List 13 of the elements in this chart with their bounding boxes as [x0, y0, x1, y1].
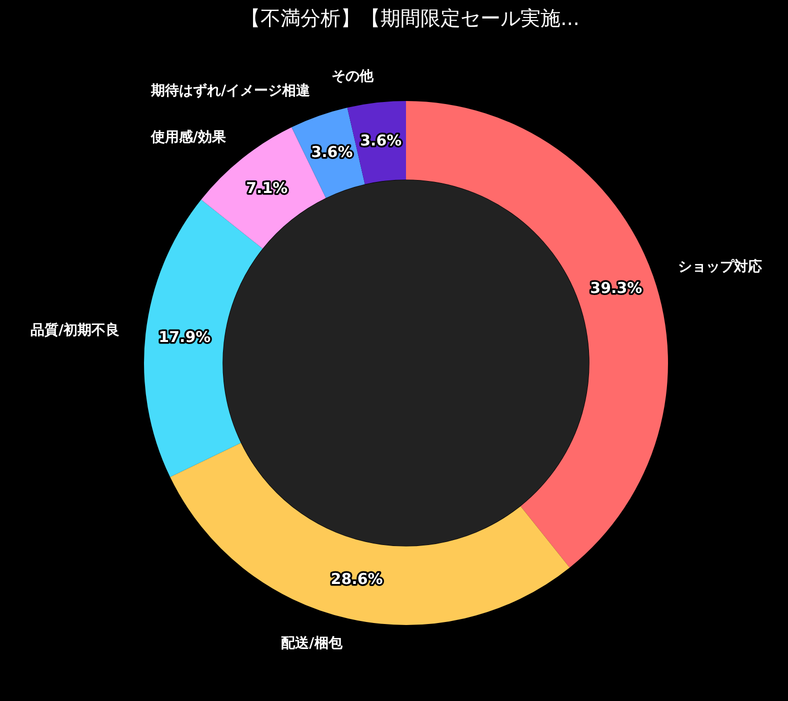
data-label: 17.9% [158, 328, 211, 346]
data-label: 3.6% [360, 132, 402, 150]
slice-label: 品質/初期不良 [30, 322, 120, 339]
chart-title: 【不満分析】【期間限定セール実施... [239, 5, 581, 31]
data-label: 7.1% [246, 178, 288, 197]
data-label: 39.3% [590, 279, 642, 298]
slice-label: 期待はずれ/イメージ相違 [150, 82, 312, 99]
slice-label: 使用感/効果 [150, 130, 227, 146]
data-label: 28.6% [330, 570, 383, 588]
slice-label: ショップ対応 [678, 258, 762, 276]
data-label: 3.6% [311, 142, 353, 161]
slice-label: 配送/梱包 [281, 636, 344, 652]
slice-label: その他 [332, 68, 375, 84]
